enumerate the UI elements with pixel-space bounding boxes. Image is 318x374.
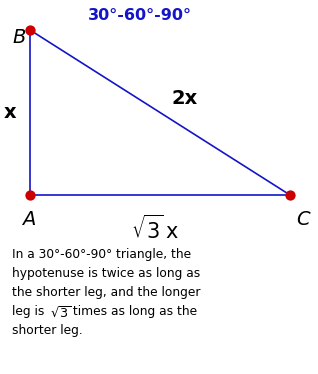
Text: the shorter leg, and the longer: the shorter leg, and the longer [12, 286, 201, 299]
Point [27, 192, 32, 198]
Text: hypotenuse is twice as long as: hypotenuse is twice as long as [12, 267, 200, 280]
Text: In a 30°-60°-90° triangle, the: In a 30°-60°-90° triangle, the [12, 248, 191, 261]
Point [27, 27, 32, 33]
Text: x: x [4, 102, 16, 122]
Text: shorter leg.: shorter leg. [12, 324, 83, 337]
Text: times as long as the: times as long as the [69, 305, 197, 318]
Text: B: B [12, 28, 25, 47]
Text: $\sqrt{3}$: $\sqrt{3}$ [50, 306, 72, 321]
Text: leg is: leg is [12, 305, 48, 318]
Text: C: C [296, 210, 310, 229]
Text: 2x: 2x [172, 89, 198, 107]
Point [287, 192, 293, 198]
Text: $\sqrt{3}\,\mathrm{x}$: $\sqrt{3}\,\mathrm{x}$ [131, 215, 179, 243]
Text: A: A [22, 210, 35, 229]
Text: 30°-60°-90°: 30°-60°-90° [88, 8, 192, 23]
